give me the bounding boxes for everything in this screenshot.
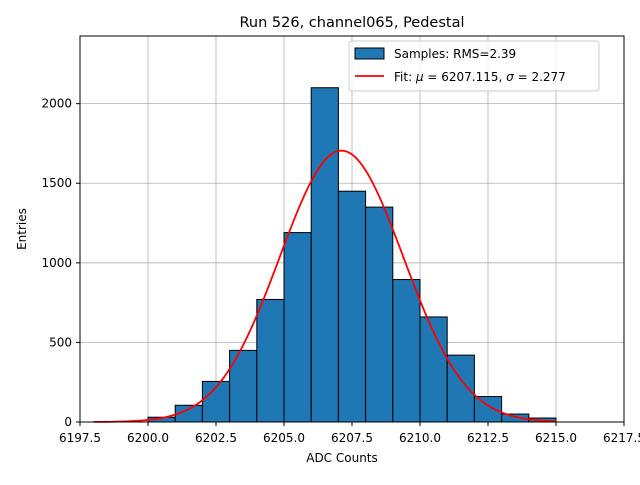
histogram-bar xyxy=(256,298,285,423)
x-tick-label: 6210.0 xyxy=(399,431,441,445)
legend-fit-label: Fit: μ = 6207.115, σ = 2.277 xyxy=(394,70,566,84)
legend-fit-sigma-symbol: σ xyxy=(506,70,514,84)
y-tick-label: 0 xyxy=(64,415,72,429)
y-tick-label: 1000 xyxy=(41,256,72,270)
legend-histogram-swatch xyxy=(354,47,385,60)
histogram-bar xyxy=(337,190,367,423)
x-tick-label: 6200.0 xyxy=(127,431,169,445)
chart-title: Run 526, channel065, Pedestal xyxy=(239,15,464,31)
legend-histogram-label: Samples: RMS=2.39 xyxy=(394,47,516,61)
histogram-bar xyxy=(283,232,312,423)
y-tick-label: 2000 xyxy=(41,97,72,111)
histogram-bar xyxy=(365,206,394,423)
x-tick-label: 6197.5 xyxy=(59,431,101,445)
y-ticks: 0 500 1000 1500 2000 xyxy=(41,97,80,429)
x-ticks: 6197.5 6200.0 6202.5 6205.0 6207.5 6210.0 6212… xyxy=(59,422,640,445)
legend: Samples: RMS=2.39 Fit: μ = 6207.115, σ =… xyxy=(348,40,600,92)
histogram-bar xyxy=(392,279,421,423)
legend-fit-prefix: Fit: xyxy=(394,70,416,84)
x-axis-label: ADC Counts xyxy=(306,451,378,465)
x-tick-label: 6212.5 xyxy=(467,431,509,445)
x-tick-label: 6217.5 xyxy=(603,431,640,445)
histogram-bar xyxy=(419,316,448,423)
legend-fit-mu-value: = 6207.115, xyxy=(424,70,507,84)
x-tick-label: 6215.0 xyxy=(535,431,577,445)
legend-fit-sigma-value: = 2.277 xyxy=(514,70,566,84)
gaussian-fit-curve xyxy=(93,149,557,423)
fit-curve-layer xyxy=(93,149,557,423)
x-tick-label: 6207.5 xyxy=(331,431,373,445)
x-tick-label: 6205.0 xyxy=(263,431,305,445)
histogram-bar xyxy=(310,87,339,423)
y-tick-label: 500 xyxy=(49,335,72,349)
histogram-bar xyxy=(473,396,503,423)
x-tick-label: 6202.5 xyxy=(195,431,237,445)
y-tick-label: 1500 xyxy=(41,176,72,190)
legend-fit-mu-symbol: μ xyxy=(415,70,424,84)
legend-box xyxy=(348,40,600,92)
y-axis-label: Entries xyxy=(15,208,29,250)
